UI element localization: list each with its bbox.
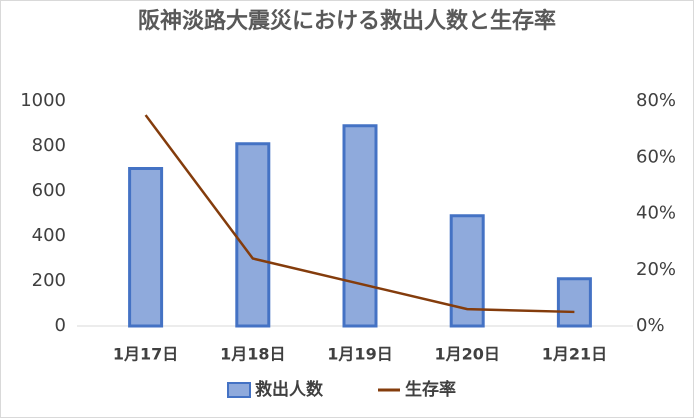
y2-tick-label: 0%: [636, 315, 665, 336]
line: [144, 114, 575, 314]
chart-title: 阪神淡路大震災における救出人数と生存率: [138, 8, 556, 34]
bar: [556, 277, 592, 328]
x-tick-label: 1月18日: [220, 345, 285, 364]
y-tick-label: 200: [32, 270, 66, 291]
x-tick-label: 1月17日: [113, 345, 178, 364]
bar: [128, 167, 164, 328]
y-tick-label: 600: [32, 180, 66, 201]
y2-tick-label: 60%: [636, 146, 676, 167]
bar: [235, 142, 271, 328]
legend-label: 救出人数: [255, 379, 324, 400]
x-tick-label: 1月21日: [542, 345, 607, 364]
y-tick-label: 400: [32, 225, 66, 246]
legend-swatch: [227, 382, 251, 398]
y-tick-label: 800: [32, 135, 66, 156]
y2-tick-label: 20%: [636, 259, 676, 280]
y-tick-label: 1000: [20, 90, 66, 111]
y2-tick-label: 40%: [636, 203, 676, 224]
y-tick-label: 0: [55, 315, 66, 336]
bar: [342, 124, 378, 328]
x-tick-label: 1月20日: [434, 345, 499, 364]
x-tick-label: 1月19日: [327, 345, 392, 364]
legend-label: 生存率: [405, 379, 456, 400]
y2-tick-label: 80%: [636, 90, 676, 111]
